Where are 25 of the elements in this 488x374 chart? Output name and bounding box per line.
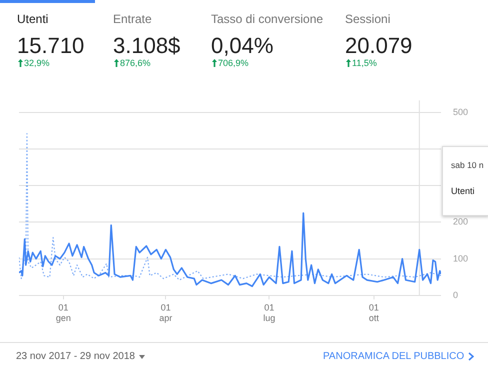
- y-tick-label: 100: [452, 253, 468, 264]
- text: 706,9%: [218, 58, 249, 68]
- x-tick-label: 01 ott: [368, 302, 380, 324]
- line-series: [19, 133, 441, 281]
- text: Utenti: [451, 186, 475, 196]
- text: Utenti: [17, 12, 48, 26]
- y-tick-label: 0: [452, 290, 458, 300]
- text: PANORAMICA DEL PUBBLICO: [323, 351, 464, 362]
- x-tick-label: 01 lug: [263, 302, 276, 324]
- text: 876,6%: [120, 58, 151, 68]
- text: 15.710: [17, 33, 84, 59]
- text: Sessioni: [345, 12, 390, 26]
- text: Tasso di conversione: [211, 12, 324, 26]
- y-tick-label: 500: [452, 106, 468, 117]
- text: 0,04%: [211, 33, 274, 59]
- text: Entrate: [113, 12, 152, 26]
- text: 32,9%: [24, 58, 50, 68]
- y-tick-label: 200: [452, 216, 468, 227]
- text: 3.108$: [113, 33, 180, 59]
- text: 20.079: [345, 33, 412, 59]
- x-tick-label: 01 apr: [159, 302, 172, 324]
- text: sab 10 n: [451, 160, 484, 170]
- text: 11,5%: [352, 58, 377, 68]
- text: 23 nov 2017 - 29 nov 2018: [16, 351, 135, 362]
- x-tick-label: 01 gen: [56, 302, 71, 324]
